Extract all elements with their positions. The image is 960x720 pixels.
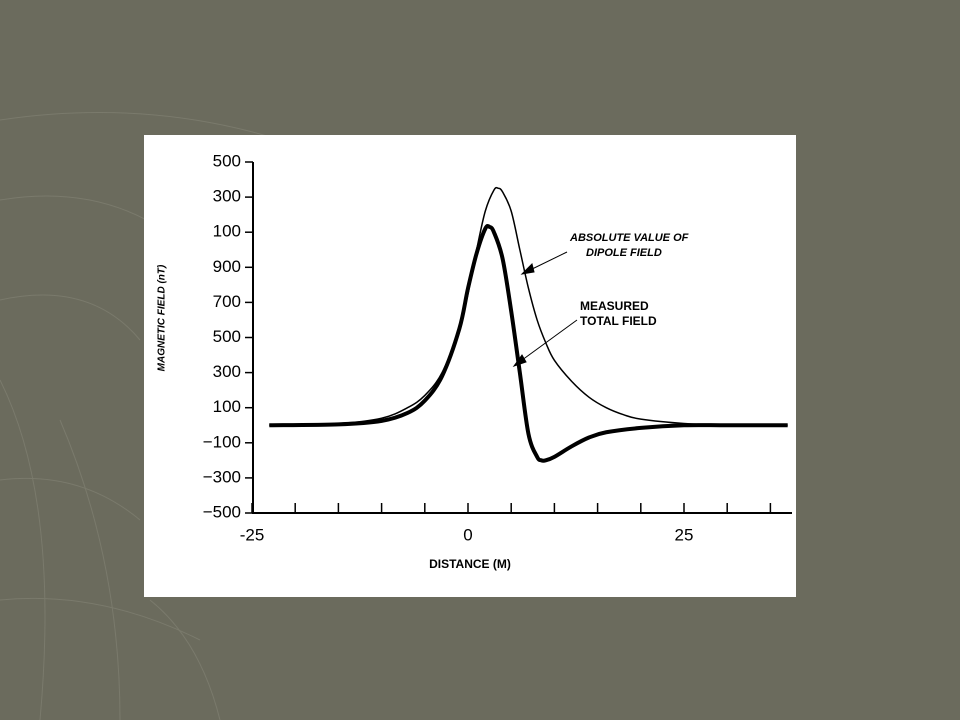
- x-axis-label: DISTANCE (M): [429, 557, 511, 571]
- y-tick-label: −300: [203, 467, 241, 486]
- y-tick-label: 500: [213, 151, 241, 170]
- annotation: DIPOLE FIELD: [586, 247, 662, 259]
- y-tick-label: 700: [213, 292, 241, 311]
- data-line: [269, 186, 788, 427]
- x-tick-label: -25: [240, 525, 265, 544]
- annotation: TOTAL FIELD: [580, 314, 657, 328]
- data-line: [269, 223, 788, 463]
- y-tick-label: 300: [213, 187, 241, 206]
- y-axis-label: MAGNETIC FIELD (nT): [157, 264, 168, 371]
- annotation-arrows: [512, 251, 578, 367]
- y-tick-label: 100: [213, 222, 241, 241]
- y-tick-label: −500: [203, 502, 241, 521]
- x-tick-label: 25: [675, 525, 694, 544]
- y-tick-label: 900: [213, 257, 241, 276]
- annotation: ABSOLUTE VALUE OF: [569, 232, 689, 244]
- y-tick-label: 100: [213, 397, 241, 416]
- y-tick-label: 300: [213, 362, 241, 381]
- y-tick-label: −100: [203, 432, 241, 451]
- y-tick-label: 500: [213, 327, 241, 346]
- plot: 500 300 100 900 700 500 300 100 −100 −300 −500 -25 0…: [203, 151, 792, 544]
- annotation: MEASURED: [580, 299, 649, 313]
- x-tick-label: 0: [463, 525, 472, 544]
